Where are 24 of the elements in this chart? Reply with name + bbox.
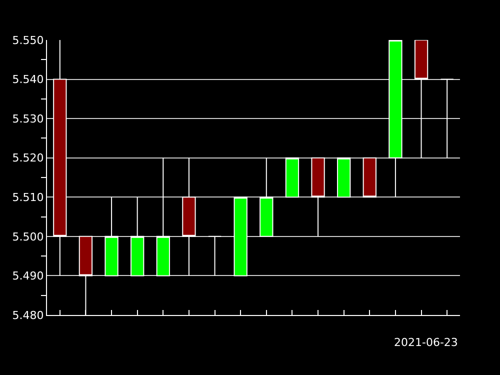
y-tick-label: 5.530	[12, 112, 44, 126]
y-tick-label: 5.500	[12, 230, 44, 244]
candlestick	[260, 157, 274, 237]
candlestick	[285, 157, 300, 198]
y-tick-label: 5.490	[12, 270, 44, 283]
candlestick	[388, 40, 402, 198]
y-tick-label: 5.480	[12, 308, 44, 322]
candlestick	[440, 78, 454, 158]
candlestick	[414, 40, 428, 158]
x-axis-title: 2021-06-23	[394, 336, 458, 349]
candlestick	[53, 40, 67, 276]
candlestick	[208, 236, 222, 276]
candlestick	[337, 157, 351, 198]
candlestick	[130, 196, 144, 276]
candlestick	[156, 157, 170, 276]
candlestick	[104, 196, 118, 276]
candlestick	[362, 157, 376, 198]
candlestick	[311, 157, 325, 237]
y-tick-label: 5.540	[12, 73, 44, 86]
y-tick-label: 5.510	[12, 190, 44, 204]
y-tick-label: 5.520	[12, 152, 44, 165]
y-tick-label: 5.550	[12, 34, 44, 47]
candlestick	[182, 157, 196, 276]
candlestick	[234, 196, 248, 276]
